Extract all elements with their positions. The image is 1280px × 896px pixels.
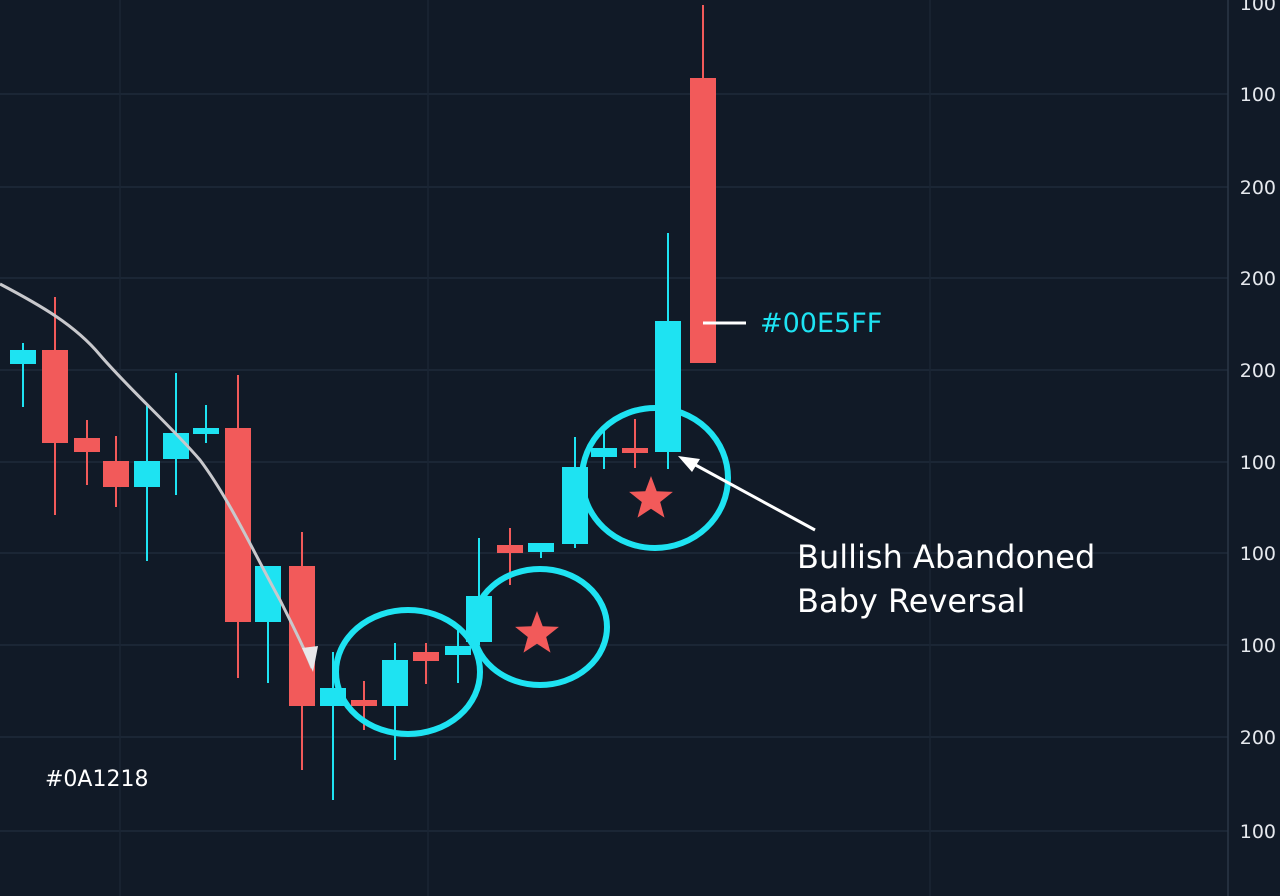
highlight-circle	[333, 607, 483, 737]
color-label: #0A1218	[45, 767, 148, 792]
candle-body	[497, 545, 523, 553]
candle-body	[42, 350, 68, 443]
axis-label: 200	[1240, 360, 1276, 382]
candle-body	[622, 448, 648, 453]
candle-body	[289, 566, 315, 706]
annotation-arrowhead	[678, 456, 700, 472]
ma-arrowhead	[302, 646, 318, 672]
axis-label: 200	[1240, 177, 1276, 199]
highlight-circle	[579, 405, 731, 551]
axis-label: 100	[1240, 0, 1276, 15]
candle-body	[225, 428, 251, 622]
axis-label: 100	[1240, 821, 1276, 843]
candle-body	[528, 543, 554, 552]
price-axis: 100 100 200 200 200 100 100 100 200 100	[1240, 0, 1276, 843]
candle-body	[655, 321, 681, 452]
star-marker	[515, 611, 559, 653]
candle-body	[382, 660, 408, 706]
candle-body	[10, 350, 36, 364]
candle-body	[690, 78, 716, 363]
candle-body	[193, 428, 219, 434]
annotation-text: Bullish Abandoned	[797, 538, 1095, 576]
axis-label: 100	[1240, 543, 1276, 565]
candle-body	[74, 438, 100, 452]
grid	[0, 0, 1228, 896]
axis-label: 200	[1240, 727, 1276, 749]
axis-label: 100	[1240, 452, 1276, 474]
axis-label: 100	[1240, 635, 1276, 657]
candle-body	[413, 652, 439, 661]
candle-body	[351, 700, 377, 706]
candle-body	[445, 646, 471, 655]
annotation-text: Baby Reversal	[797, 582, 1025, 620]
star-marker	[629, 476, 673, 518]
highlight-circle	[470, 566, 610, 688]
candle-body	[163, 433, 189, 459]
axis-label: 200	[1240, 268, 1276, 290]
annotation-arrow	[689, 460, 816, 532]
candle-body	[591, 448, 617, 457]
candles	[10, 5, 716, 800]
axis-label: 100	[1240, 84, 1276, 106]
moving-average	[0, 282, 314, 669]
candle-body	[103, 461, 129, 487]
color-label: #00E5FF	[760, 308, 882, 339]
candle-body	[134, 461, 160, 487]
